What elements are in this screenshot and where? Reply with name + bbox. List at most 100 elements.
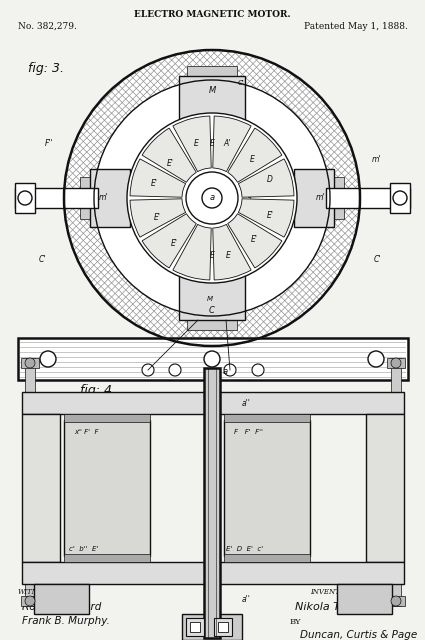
Text: E'  D  E'  c': E' D E' c' [226,546,263,552]
PathPatch shape [339,586,390,612]
Bar [22,392,404,414]
Wedge shape [130,199,186,237]
Circle shape [127,113,297,283]
Bar [326,188,410,208]
Text: Duncan, Curtis & Page: Duncan, Curtis & Page [300,630,417,640]
Bar [15,188,98,208]
Text: M: M [208,86,215,95]
Text: D: D [267,175,273,184]
Text: m': m' [99,193,108,202]
Circle shape [25,596,35,606]
PathPatch shape [36,586,87,612]
Text: fig: 4.: fig: 4. [80,384,116,397]
Circle shape [186,172,238,224]
Text: E: E [226,252,230,260]
Bar [224,414,310,422]
Bar [64,414,150,422]
Bar [22,414,60,562]
Wedge shape [213,225,251,280]
Text: fig: 3.: fig: 3. [28,62,64,75]
Bar [25,358,35,422]
PathPatch shape [36,586,87,612]
Text: C: C [209,306,215,315]
Bar [366,414,404,562]
Text: C': C' [373,255,381,264]
Circle shape [64,50,360,346]
Text: INVENTOR: INVENTOR [310,588,351,596]
Text: C': C' [38,255,46,264]
Text: Robt F. Gaylord: Robt F. Gaylord [22,602,102,612]
Text: E: E [193,140,198,148]
Text: Nikola Tesla.: Nikola Tesla. [295,602,365,612]
Bar [22,562,404,584]
Wedge shape [173,225,211,280]
Text: C': C' [238,80,244,86]
Bar [80,177,90,219]
Text: No. 382,279.: No. 382,279. [18,22,77,31]
Text: ELECTRO MAGNETIC MOTOR.: ELECTRO MAGNETIC MOTOR. [134,10,290,19]
Bar [90,169,130,227]
Circle shape [18,191,32,205]
Bar [334,177,344,219]
Bar [64,420,150,556]
Text: a'': a'' [242,595,251,604]
Text: E: E [210,252,215,260]
Bar [224,420,310,556]
Bar [64,554,150,562]
Wedge shape [228,214,282,268]
Circle shape [391,596,401,606]
Bar [391,554,401,606]
Bar [390,183,410,213]
Bar [15,183,35,213]
Circle shape [94,80,330,316]
Text: a'': a'' [247,195,256,205]
Text: Patented May 1, 1888.: Patented May 1, 1888. [304,22,408,31]
Wedge shape [238,159,294,197]
PathPatch shape [64,50,360,346]
Circle shape [391,358,401,368]
Text: a: a [210,193,215,202]
Bar [179,274,245,320]
Wedge shape [228,128,282,182]
Wedge shape [238,199,294,237]
Text: E': E' [167,159,173,168]
Text: x'' F'  F: x'' F' F [74,429,99,435]
Circle shape [393,191,407,205]
Text: a: a [223,367,228,376]
Bar [190,622,200,632]
Text: E': E' [150,179,158,188]
Text: F'': F'' [45,138,53,147]
Text: E': E' [266,211,274,221]
Text: BY: BY [290,618,302,626]
PathPatch shape [64,50,360,346]
Text: m': m' [371,156,381,164]
Bar [224,554,310,562]
Wedge shape [173,116,211,172]
Text: Frank B. Murphy.: Frank B. Murphy. [22,616,110,626]
Text: c'  b''  E': c' b'' E' [69,546,98,552]
Bar [182,614,242,640]
Bar [204,368,220,638]
Wedge shape [142,128,196,182]
Circle shape [368,351,384,367]
Bar [179,76,245,122]
PathPatch shape [339,586,390,612]
Circle shape [40,351,56,367]
PathPatch shape [64,50,360,346]
PathPatch shape [64,50,360,346]
Bar [294,169,334,227]
Bar [337,584,392,614]
Text: a'': a'' [242,399,251,408]
Bar [187,320,237,330]
Circle shape [252,364,264,376]
Text: F   F'  F'': F F' F'' [234,429,263,435]
Bar [387,596,405,606]
PathPatch shape [23,563,403,583]
Circle shape [224,364,236,376]
Bar [21,358,39,368]
Text: E: E [210,140,215,148]
Wedge shape [130,159,186,197]
Circle shape [142,364,154,376]
Text: M: M [207,296,213,302]
Text: WITNESSES: WITNESSES [18,588,63,596]
